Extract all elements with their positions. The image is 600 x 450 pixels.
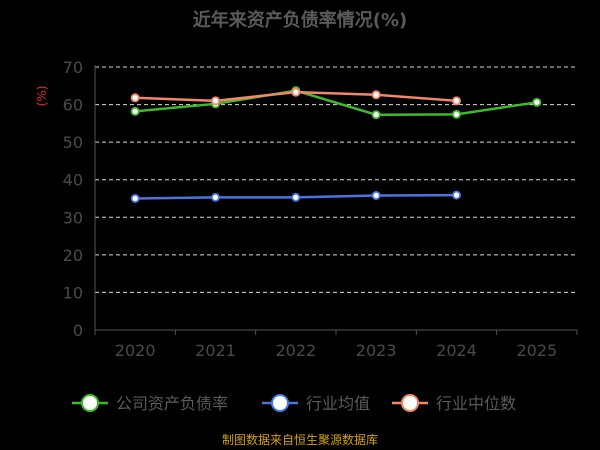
legend-marker	[401, 394, 419, 412]
series-1	[130, 190, 461, 203]
legend-label: 公司资产负债率	[116, 394, 228, 413]
y-tick-label: 0	[73, 321, 83, 340]
y-tick-label: 60	[63, 96, 83, 115]
data-point	[371, 90, 381, 100]
legend-marker	[271, 394, 289, 412]
y-unit-label: (%)	[35, 86, 49, 107]
data-point	[451, 96, 461, 106]
y-tick-label: 40	[63, 171, 83, 190]
y-tick-label: 50	[63, 133, 83, 152]
x-tick-label: 2020	[115, 341, 156, 360]
legend-item-2: 行业中位数	[392, 394, 516, 413]
data-point	[532, 97, 542, 107]
data-point	[291, 87, 301, 97]
y-tick-label: 30	[63, 208, 83, 227]
source-note: 制图数据来自恒生聚源数据库	[222, 432, 378, 447]
data-point	[371, 190, 381, 200]
data-point	[291, 192, 301, 202]
data-point	[210, 96, 220, 106]
data-point	[371, 110, 381, 120]
x-tick-label: 2023	[356, 341, 397, 360]
data-point	[451, 190, 461, 200]
x-tick-label: 2021	[195, 341, 236, 360]
series-layer	[130, 86, 542, 203]
legend: 公司资产负债率 行业均值 行业中位数	[72, 394, 516, 413]
series-line	[135, 89, 538, 116]
x-tick-label: 2025	[516, 341, 557, 360]
axis-layer: 0 10 20 30 40 50 60 70 2020 2021 2022 2023 2024 2025	[63, 58, 578, 360]
legend-item-1: 行业均值	[262, 394, 370, 413]
y-tick-label: 20	[63, 246, 83, 265]
legend-item-0: 公司资产负债率	[72, 394, 228, 413]
legend-marker	[81, 394, 99, 412]
y-tick-label: 70	[63, 58, 83, 77]
data-point	[210, 192, 220, 202]
data-point	[130, 193, 140, 203]
data-point	[130, 106, 140, 116]
series-0	[130, 86, 542, 120]
legend-label: 行业均值	[306, 394, 370, 413]
series-2	[130, 87, 461, 106]
x-tick-label: 2024	[436, 341, 477, 360]
data-point	[451, 109, 461, 119]
chart-title: 近年来资产负债率情况(%)	[193, 9, 408, 31]
y-tick-label: 10	[63, 283, 83, 302]
x-tick-label: 2022	[275, 341, 316, 360]
grid-layer	[95, 66, 577, 293]
data-point	[130, 93, 140, 103]
legend-label: 行业中位数	[436, 394, 516, 413]
